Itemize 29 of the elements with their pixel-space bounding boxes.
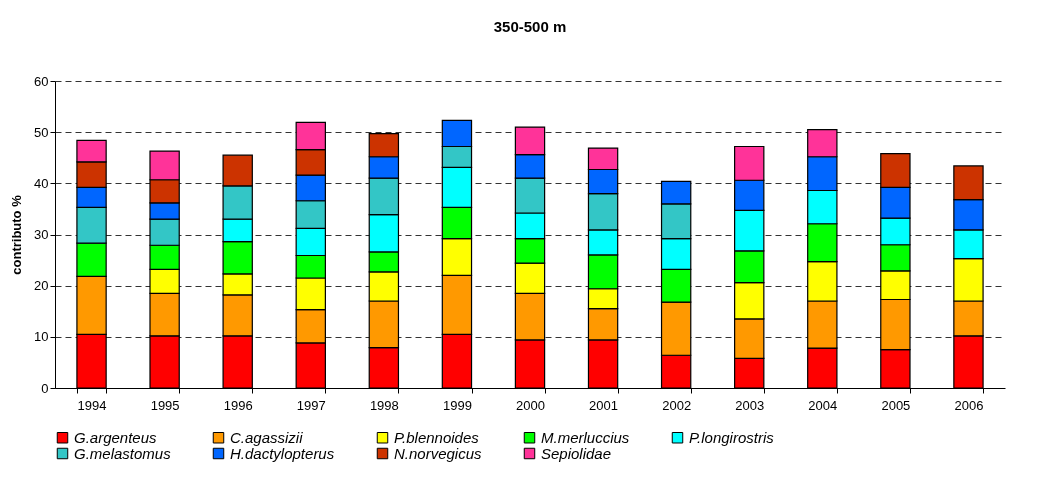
y-tick-label: 30 — [34, 227, 49, 242]
chart-title: 350-500 m — [493, 18, 567, 35]
x-tick-label: 2005 — [881, 397, 911, 413]
y-tick-label: 40 — [34, 175, 49, 191]
y-tick-label: 10 — [34, 329, 49, 345]
x-tick-label: 2004 — [808, 397, 838, 413]
x-tick-label: 1995 — [150, 397, 180, 413]
legend-label: G.argenteus — [74, 428, 158, 446]
x-tick-label: 2001 — [589, 397, 619, 413]
y-axis-title: contributo % — [9, 194, 25, 275]
y-tick-label: 50 — [34, 124, 49, 140]
y-tick-label: 60 — [34, 73, 49, 89]
legend-label: P.longirostris — [689, 428, 775, 446]
x-tick-label: 2000 — [516, 397, 545, 413]
x-tick-label: 1996 — [223, 397, 253, 413]
legend-label: Sepiolidae — [541, 444, 612, 462]
x-tick-label: 2006 — [954, 397, 984, 413]
x-tick-label: 1999 — [442, 397, 472, 413]
x-tick-label: 1994 — [77, 397, 107, 413]
y-tick-label: 0 — [41, 380, 49, 396]
legend-label: M.merluccius — [541, 428, 630, 446]
x-tick-label: 1997 — [296, 397, 326, 413]
x-tick-label: 1998 — [369, 397, 399, 413]
y-tick-label: 20 — [34, 278, 49, 294]
legend-label: P.blennoides — [394, 428, 480, 446]
legend-label: N.norvegicus — [394, 444, 483, 462]
x-tick-label: 2002 — [662, 397, 692, 413]
x-tick-label: 2003 — [735, 397, 765, 413]
legend-label: C.agassizii — [230, 428, 304, 446]
